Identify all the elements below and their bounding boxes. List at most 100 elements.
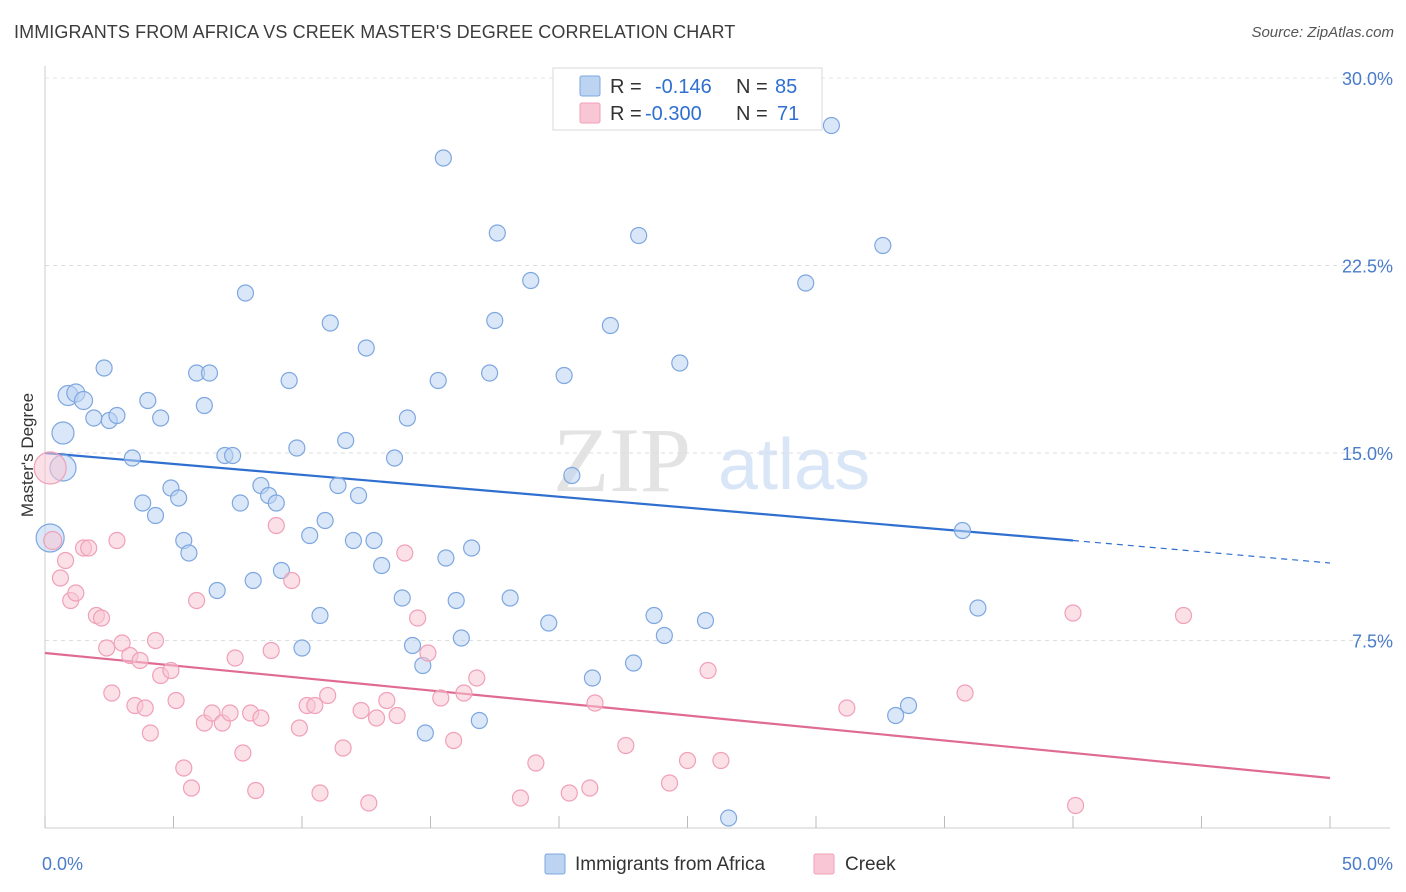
creek-point: [203, 704, 221, 722]
africa-point: [200, 364, 219, 382]
creek-point: [352, 701, 370, 720]
creek-point: [234, 744, 252, 762]
creek-point: [311, 784, 329, 802]
creek-point: [290, 719, 309, 737]
africa-point: [969, 599, 987, 617]
legend-label-africa: Immigrants from Africa: [575, 854, 765, 875]
creek-point: [468, 669, 486, 687]
axes: 7.5% 15.0% 22.5% 30.0% 0.0% 50.0%: [42, 66, 1393, 874]
stats-legend: R = -0.146 N = 85 R = -0.300 N = 71: [552, 67, 823, 131]
creek-point: [188, 591, 206, 610]
africa-point: [655, 626, 673, 645]
creek-point: [319, 686, 337, 705]
africa-point: [272, 561, 291, 580]
africa-point: [540, 614, 558, 632]
trend-line-creek: [44, 651, 1331, 780]
trend-line-africa: [44, 451, 1074, 542]
africa-point: [357, 339, 375, 357]
creek-point: [51, 569, 70, 587]
data-points: [33, 116, 1193, 827]
africa-point: [887, 706, 905, 725]
x-tick-label: 0.0%: [42, 854, 83, 874]
africa-point: [123, 449, 141, 467]
y-tick-label: 30.0%: [1342, 69, 1393, 89]
y-tick-label: 7.5%: [1352, 632, 1393, 652]
creek-point: [267, 516, 285, 535]
africa-point: [429, 371, 447, 390]
source-credit: Source: ZipAtlas.com: [1251, 24, 1394, 41]
creek-point: [560, 784, 578, 802]
creek-point: [678, 751, 697, 770]
africa-point: [470, 711, 488, 730]
africa-point: [563, 466, 581, 485]
creek-point: [334, 739, 352, 757]
africa-point: [696, 611, 715, 630]
creek-point: [247, 781, 265, 800]
stats-r-label-creek: R =: [610, 103, 642, 125]
x-tick-label: 50.0%: [1342, 854, 1393, 874]
africa-point: [95, 359, 113, 377]
africa-point: [134, 494, 152, 512]
creek-point: [586, 694, 604, 712]
africa-point: [365, 531, 383, 550]
creek-point: [388, 706, 406, 725]
africa-point: [349, 486, 368, 505]
africa-point: [463, 539, 481, 557]
africa-point: [953, 521, 972, 540]
africa-point: [73, 390, 94, 411]
creek-point: [92, 609, 111, 627]
africa-point: [583, 669, 602, 687]
creek-point: [283, 571, 301, 590]
africa-point: [301, 526, 319, 545]
creek-point: [33, 451, 67, 485]
creek-point: [1174, 606, 1193, 625]
africa-point: [645, 606, 663, 625]
africa-point: [797, 274, 815, 292]
y-tick-label: 15.0%: [1342, 444, 1393, 464]
creek-point: [581, 779, 599, 797]
africa-point: [170, 489, 188, 507]
legend-swatch-creek: [813, 853, 835, 875]
africa-point: [398, 409, 416, 427]
africa-point: [624, 654, 643, 672]
africa-point: [236, 284, 255, 302]
africa-point: [267, 494, 285, 512]
africa-point: [671, 354, 689, 372]
creek-point: [455, 684, 473, 702]
africa-point: [288, 439, 306, 457]
africa-point: [321, 314, 339, 332]
creek-point: [226, 649, 244, 667]
y-tick-label: 22.5%: [1342, 257, 1393, 277]
stats-r-value-africa: -0.146: [655, 76, 712, 98]
creek-point: [175, 759, 193, 777]
creek-point: [56, 551, 75, 570]
creek-point: [67, 584, 85, 602]
creek-point: [699, 661, 717, 680]
creek-point: [80, 539, 98, 557]
africa-point: [146, 506, 165, 525]
legend-label-creek: Creek: [845, 854, 896, 875]
africa-point: [385, 449, 404, 467]
africa-point: [522, 271, 540, 290]
creek-point: [409, 609, 427, 627]
stats-n-value-creek: 71: [777, 103, 799, 125]
africa-point: [139, 391, 157, 410]
africa-point: [280, 371, 298, 390]
series-legend: Immigrants from Africa Creek: [544, 853, 896, 875]
africa-point: [720, 809, 738, 827]
stats-r-label-africa: R =: [610, 76, 642, 98]
africa-point: [416, 724, 434, 742]
creek-point: [131, 651, 149, 670]
africa-point: [555, 366, 573, 385]
africa-point: [344, 531, 362, 550]
trend-lines: [44, 451, 1331, 780]
creek-point: [167, 691, 185, 710]
africa-point: [85, 409, 103, 427]
africa-point: [329, 476, 347, 495]
creek-point: [43, 530, 63, 551]
creek-point: [367, 709, 386, 727]
creek-point: [108, 531, 126, 550]
gridlines: [45, 77, 1390, 641]
africa-point: [316, 511, 334, 530]
